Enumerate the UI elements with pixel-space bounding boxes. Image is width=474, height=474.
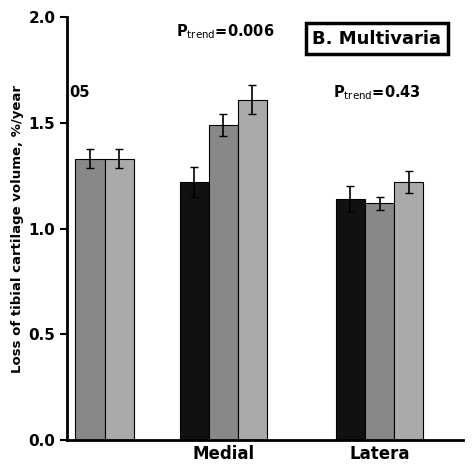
Bar — [180, 182, 209, 440]
Bar — [238, 100, 267, 440]
Text: P$_{\rm trend}$=0.006: P$_{\rm trend}$=0.006 — [176, 22, 275, 41]
Bar — [336, 199, 365, 440]
Text: B. Multivaria: B. Multivaria — [312, 30, 441, 48]
Bar — [105, 159, 134, 440]
Y-axis label: Loss of tibial cartilage volume, %/year: Loss of tibial cartilage volume, %/year — [11, 84, 24, 373]
Bar — [209, 125, 238, 440]
Bar — [365, 203, 394, 440]
Text: P$_{\rm trend}$=0.43: P$_{\rm trend}$=0.43 — [333, 83, 421, 102]
Bar — [75, 159, 105, 440]
Text: 05: 05 — [69, 85, 90, 100]
Bar — [394, 182, 423, 440]
